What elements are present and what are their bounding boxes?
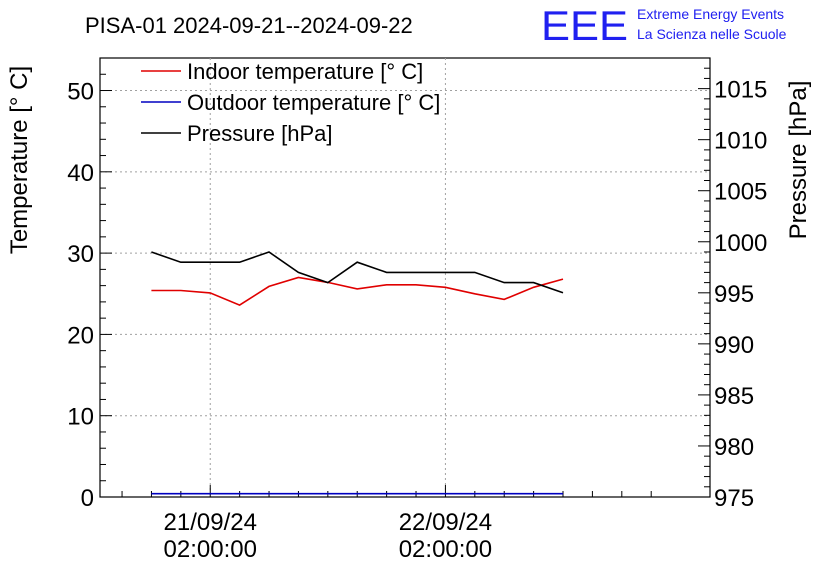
y-tick-label: 30: [67, 241, 94, 268]
x-tick-label-date: 21/09/24: [164, 509, 257, 536]
series-line-pressure: [151, 251, 564, 294]
legend-label-indoor: Indoor temperature [° C]: [187, 59, 423, 84]
y2-tick-label: 975: [714, 485, 754, 512]
y-axis-title: Temperature [° C]: [6, 66, 33, 254]
plot-frame: [99, 57, 711, 498]
y2-tick-label: 980: [714, 434, 754, 461]
grid: [100, 58, 710, 497]
legend: Indoor temperature [° C] Outdoor tempera…: [141, 59, 440, 146]
y2-tick-label: 995: [714, 281, 754, 308]
tick-labels: 0 10 20 30 40 50 975 980 985 990 995 1000 1005 1010 10…: [67, 77, 767, 563]
x-tick-label-time: 02:00:00: [164, 536, 257, 563]
y2-tick-label: 985: [714, 383, 754, 410]
legend-label-outdoor: Outdoor temperature [° C]: [187, 90, 440, 115]
axis-ticks: [100, 57, 711, 498]
legend-label-pressure: Pressure [hPa]: [187, 121, 333, 146]
y-tick-label: 50: [67, 79, 94, 106]
logo-line-2: La Scienza nelle Scuole: [637, 26, 787, 42]
y-tick-label: 10: [67, 404, 94, 431]
y-tick-label: 0: [81, 485, 94, 512]
y2-tick-label: 1015: [714, 77, 767, 104]
chart-title: PISA-01 2024-09-21--2024-09-22: [85, 13, 413, 38]
y2-tick-label: 1000: [714, 230, 767, 257]
y-tick-label: 40: [67, 160, 94, 187]
y2-tick-label: 990: [714, 332, 754, 359]
y2-tick-label: 1010: [714, 128, 767, 155]
y2-tick-label: 1005: [714, 179, 767, 206]
series-line-indoor: [151, 276, 564, 306]
logo-mark: EEE: [541, 2, 628, 49]
x-tick-label-time: 02:00:00: [399, 536, 492, 563]
x-tick-label-date: 22/09/24: [399, 509, 492, 536]
y2-axis-title: Pressure [hPa]: [785, 81, 812, 240]
logo-line-1: Extreme Energy Events: [637, 6, 784, 22]
series: [151, 251, 564, 495]
eee-logo: EEE Extreme Energy Events La Scienza nel…: [541, 2, 787, 49]
y-tick-label: 20: [67, 322, 94, 349]
